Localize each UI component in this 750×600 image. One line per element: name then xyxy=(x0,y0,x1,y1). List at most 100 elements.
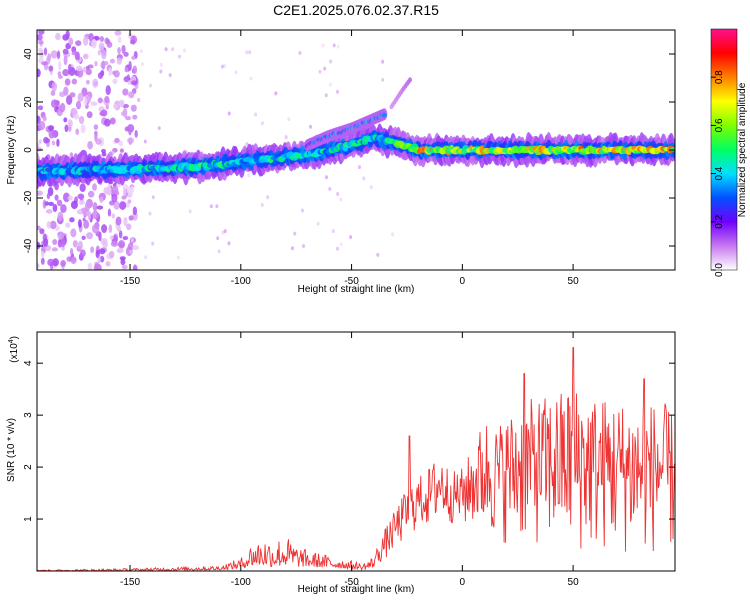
y-tick-label: 40 xyxy=(23,48,34,60)
heatmap-cell xyxy=(94,60,98,67)
y-tick-label: -40 xyxy=(23,238,34,253)
snr-y-ticks: 1 2 3 4 xyxy=(23,360,675,522)
x-tick-label: 0 xyxy=(460,577,466,588)
heatmap-cell xyxy=(81,235,86,241)
heatmap-cell xyxy=(78,116,85,125)
heatmap-cell xyxy=(37,147,43,152)
heatmap-cell xyxy=(48,128,55,139)
heatmap-cell xyxy=(105,261,111,267)
heatmap-cell xyxy=(149,83,153,88)
y-tick-label: 3 xyxy=(23,412,34,418)
snr-line xyxy=(37,347,675,571)
heatmap-cell xyxy=(86,111,93,119)
heatmap-cell xyxy=(71,78,78,85)
heatmap-cell xyxy=(178,54,182,59)
heatmap-cell xyxy=(56,199,63,207)
heatmap-cell xyxy=(78,219,82,228)
heatmap-cell xyxy=(82,217,86,222)
heatmap-cell xyxy=(37,225,41,231)
heatmap-cell xyxy=(122,187,127,198)
heatmap-cell xyxy=(44,138,51,143)
snr-y-scale-exponent: 4 xyxy=(8,339,15,343)
heatmap-cell xyxy=(260,121,264,126)
heatmap-cell xyxy=(176,255,180,260)
heatmap-cell xyxy=(65,30,70,40)
heatmap-cell xyxy=(52,258,59,267)
heatmap-cell xyxy=(106,41,113,48)
heatmap-cell xyxy=(37,142,40,148)
x-tick-label: -50 xyxy=(344,577,359,588)
heatmap-cell xyxy=(87,190,95,198)
heatmap-cell xyxy=(98,42,105,51)
heatmap-cell xyxy=(223,229,227,234)
heatmap-cell xyxy=(64,78,71,86)
heatmap-cell xyxy=(97,72,103,79)
heatmap-cell xyxy=(227,241,231,246)
heatmap-cell xyxy=(101,49,107,60)
heatmap-cell xyxy=(284,135,288,140)
heatmap-cell xyxy=(85,79,90,85)
heatmap-cell xyxy=(64,124,69,133)
heatmap-cell xyxy=(57,231,65,240)
figure-title: C2E1.2025.076.02.37.R15 xyxy=(273,2,439,18)
heatmap-cell xyxy=(75,40,82,46)
colorbar-tick-label: 0.4 xyxy=(714,166,725,180)
heatmap-cell xyxy=(130,185,134,194)
heatmap-cell xyxy=(318,69,322,74)
heatmap-cell xyxy=(58,61,62,71)
heatmap-cell xyxy=(79,249,86,257)
heatmap-cell xyxy=(108,224,113,234)
heatmap-cell xyxy=(381,112,387,118)
heatmap-cell xyxy=(245,142,249,147)
heatmap-cell xyxy=(111,185,119,195)
heatmap-cell xyxy=(87,140,93,150)
heatmap-cell xyxy=(266,195,270,200)
snr-panel: -150 -100 -50 0 50 1 2 3 4 Height of straight l… xyxy=(6,331,676,595)
heatmap-cell xyxy=(109,235,114,240)
heatmap-cell xyxy=(113,201,120,210)
heatmap-cell xyxy=(127,199,132,204)
heatmap-cell xyxy=(119,256,126,261)
heatmap-cell xyxy=(71,51,76,56)
heatmap-cell xyxy=(137,98,141,103)
heatmap-cell xyxy=(75,128,80,135)
heatmap-cell xyxy=(110,240,119,247)
heatmap-cell xyxy=(121,44,126,54)
heatmap-cell xyxy=(127,137,135,144)
heatmap-cell xyxy=(38,47,43,53)
colorbar-tick-label: 0.6 xyxy=(714,118,725,132)
heatmap-cell xyxy=(290,246,294,251)
heatmap-cell xyxy=(101,224,108,234)
heatmap-cell xyxy=(37,115,41,125)
heatmap-cell xyxy=(67,64,72,72)
heatmap-cell xyxy=(70,200,78,210)
heatmap-cell xyxy=(122,107,128,118)
heatmap-cell xyxy=(91,39,97,49)
heatmap-cell xyxy=(134,129,138,138)
heatmap-cell xyxy=(43,238,49,247)
heatmap-cell xyxy=(82,53,89,60)
heatmap-cell xyxy=(349,235,353,240)
heatmap-cell xyxy=(159,62,163,67)
colorbar-tick-label: 0.2 xyxy=(714,214,725,228)
heatmap-cell xyxy=(113,103,119,110)
heatmap-cell xyxy=(57,71,62,77)
x-tick-label: -150 xyxy=(120,577,140,588)
y-tick-label: 0 xyxy=(23,147,34,153)
colorbar-label: Normalized spectral amplitude xyxy=(737,82,748,217)
heatmap-cell xyxy=(188,209,192,214)
heatmap-cell xyxy=(125,115,132,121)
heatmap-cell xyxy=(67,119,73,128)
heatmap-cell xyxy=(98,248,106,255)
heatmap-cell xyxy=(140,62,144,67)
heatmap-cell xyxy=(116,248,124,254)
heatmap-cell xyxy=(115,216,122,226)
heatmap-cell xyxy=(95,138,102,145)
x-tick-label: 50 xyxy=(568,276,580,287)
heatmap-cell xyxy=(139,49,143,54)
heatmap-cell xyxy=(73,114,80,120)
heatmap-cell xyxy=(56,138,60,147)
heatmap-cell xyxy=(148,211,152,216)
heatmap-cell xyxy=(48,201,54,207)
spectrogram-y-label: Frequency (Hz) xyxy=(6,116,17,185)
